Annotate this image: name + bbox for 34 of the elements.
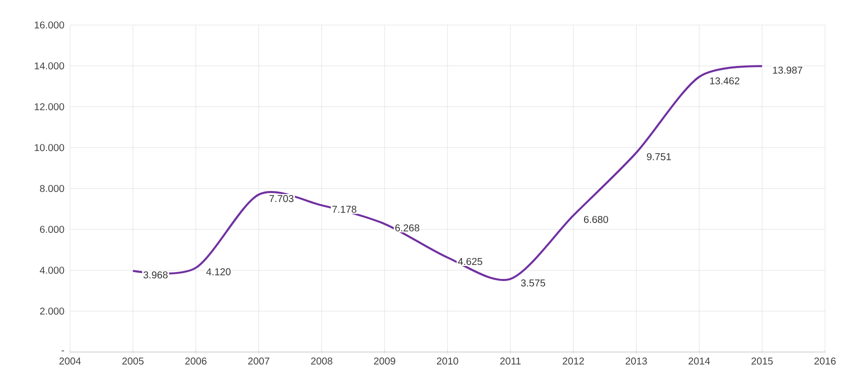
data-label: 13.987	[773, 66, 802, 74]
x-tick-label: 2007	[248, 358, 270, 365]
data-label: 7.703	[269, 195, 294, 202]
data-label: 4.625	[458, 258, 482, 265]
y-tick-label: 14.000	[34, 62, 64, 70]
x-tick-label: 2012	[562, 358, 584, 365]
data-label: 4.120	[206, 268, 231, 276]
x-tick-label: 2004	[59, 358, 81, 365]
x-tick-label: 2008	[311, 358, 332, 365]
data-label: 3.575	[521, 279, 546, 286]
data-label: 9.751	[646, 153, 671, 160]
x-tick-label: 2014	[688, 358, 710, 365]
y-tick-label: 4.000	[40, 266, 64, 274]
y-tick-label: 6.000	[40, 226, 64, 233]
data-label: 6.268	[395, 224, 420, 232]
x-tick-label: 2013	[626, 358, 647, 365]
y-tick-label: 10.000	[34, 144, 64, 152]
data-label: 13.462	[710, 77, 740, 84]
line-series	[132, 65, 764, 281]
y-tick-label: -	[62, 350, 64, 352]
x-tick-label: 2006	[185, 358, 206, 365]
x-tick-label: 2015	[752, 358, 773, 365]
data-label: 6.680	[584, 216, 608, 223]
x-tick-label: 2011	[500, 358, 521, 365]
y-tick-label: 16.000	[34, 21, 64, 29]
x-tick-label: 2005	[122, 358, 144, 365]
x-tick-label: 2009	[374, 358, 396, 365]
y-tick-label: 8.000	[40, 184, 64, 192]
x-tick-label: 2016	[814, 358, 836, 365]
x-tick-label: 2010	[436, 358, 458, 365]
y-tick-label: 2.000	[40, 308, 64, 315]
y-tick-label: 12.000	[34, 103, 64, 110]
data-label: 7.178	[332, 206, 356, 213]
data-label: 3.968	[143, 271, 168, 278]
